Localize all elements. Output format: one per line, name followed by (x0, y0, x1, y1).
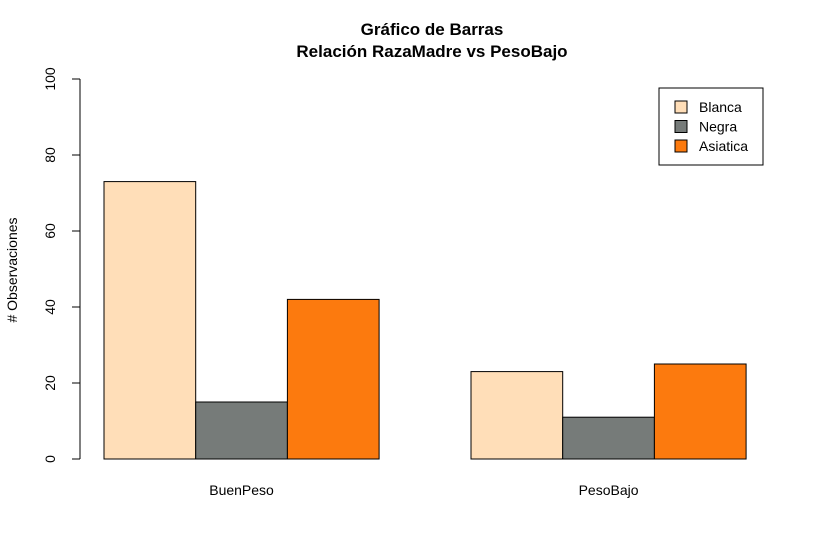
legend: Blanca Negra Asiatica (658, 87, 764, 166)
y-tick-label: 80 (42, 147, 58, 163)
y-tick-label: 60 (42, 223, 58, 239)
chart-subtitle: Relación RazaMadre vs PesoBajo (296, 42, 567, 61)
legend-label-blanca: Blanca (699, 99, 742, 115)
bar-pesobajo-asiatica (653, 363, 747, 460)
bar-buenpeso-blanca (103, 181, 197, 460)
y-tick-label: 100 (42, 67, 58, 91)
y-axis-label: # Observaciones (4, 217, 20, 322)
legend-label-negra: Negra (699, 119, 737, 135)
y-axis: 0 20 40 60 80 100 (42, 67, 81, 463)
chart-title: Gráfico de Barras (361, 20, 504, 39)
y-tick-label: 40 (42, 299, 58, 315)
bars-group (103, 181, 747, 460)
legend-swatch-negra (674, 120, 688, 133)
bar-buenpeso-asiatica (286, 298, 380, 460)
legend-swatch-asiatica (674, 139, 688, 153)
y-tick-label: 0 (42, 455, 58, 463)
legend-swatch-blanca (674, 100, 688, 114)
bar-pesobajo-blanca (470, 371, 564, 460)
x-category-label: PesoBajo (579, 482, 639, 498)
legend-label-asiatica: Asiatica (699, 138, 748, 154)
x-axis-labels: BuenPeso PesoBajo (209, 482, 638, 498)
y-tick-label: 20 (42, 375, 58, 391)
bar-pesobajo-negra (562, 416, 655, 460)
x-category-label: BuenPeso (209, 482, 274, 498)
bar-buenpeso-negra (195, 401, 288, 460)
